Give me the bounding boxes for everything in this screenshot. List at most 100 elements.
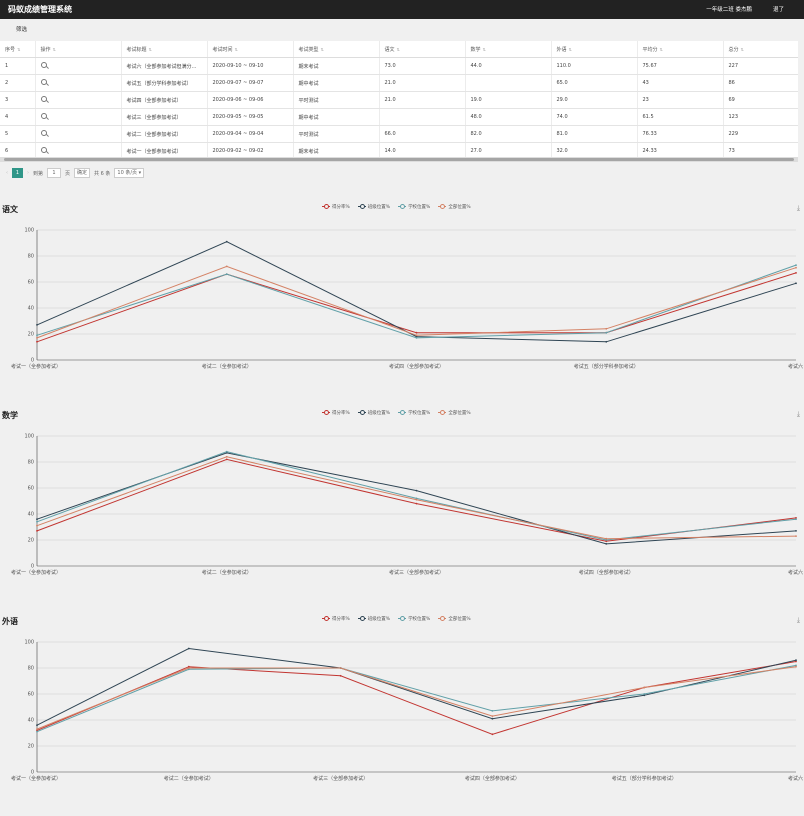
- table-row[interactable]: 5 考试二（全部参加考试） 2020-09-04 ~ 09-04 平时测试 66.0 82…: [0, 125, 798, 143]
- column-header[interactable]: 总分 ⇅: [723, 41, 798, 58]
- data-point: [36, 337, 38, 339]
- data-point: [491, 710, 494, 712]
- y-tick-label: 60: [28, 280, 34, 286]
- column-header[interactable]: 操作 ⇅: [35, 41, 122, 58]
- data-point: [36, 524, 38, 527]
- page-input[interactable]: 1: [47, 168, 62, 178]
- filter-bar: 筛选: [0, 19, 804, 39]
- data-point: [225, 452, 228, 454]
- sort-icon: ⇅: [148, 46, 152, 52]
- legend-item[interactable]: 班级位置%: [357, 204, 390, 210]
- next-page-button[interactable]: ›: [27, 170, 29, 176]
- chart-title: 语文: [2, 205, 18, 214]
- table-cell: 81.0: [551, 125, 638, 143]
- y-tick-label: 100: [24, 434, 34, 440]
- table-cell: 期末考试: [293, 57, 380, 75]
- table-row[interactable]: 2 考试五（部分学科参加考试） 2020-09-07 ~ 09-07 期中考试 21.0…: [0, 74, 798, 92]
- download-icon[interactable]: ⤓: [796, 616, 800, 624]
- data-point: [415, 502, 418, 505]
- table-cell: 86: [723, 74, 798, 92]
- search-icon[interactable]: [40, 79, 47, 85]
- legend-item[interactable]: 全部位置%: [438, 616, 471, 622]
- column-header[interactable]: 数学 ⇅: [465, 41, 552, 58]
- search-icon[interactable]: [40, 62, 47, 68]
- table-cell: 110.0: [551, 57, 638, 75]
- column-header[interactable]: 考试时间 ⇅: [207, 41, 294, 58]
- legend-item[interactable]: 全部位置%: [438, 410, 471, 416]
- table-row[interactable]: 3 考试四（全部参加考试） 2020-09-06 ~ 09-06 平时测试 21.0 19…: [0, 91, 798, 109]
- legend-item[interactable]: 班级位置%: [357, 410, 390, 416]
- legend-item[interactable]: 学校位置%: [398, 204, 430, 210]
- table-row[interactable]: 6 考试一（全部参加考试） 2020-09-02 ~ 09-02 期末考试 14.0 27…: [0, 142, 798, 158]
- chart-legend: 得分率% 班级位置% 学校位置% 全部位置%: [322, 204, 471, 210]
- legend-item[interactable]: 全部位置%: [438, 204, 471, 210]
- x-tick-label: 考试五（部分学科参加考试）: [612, 775, 677, 782]
- data-point: [187, 665, 190, 668]
- scrollbar-thumb[interactable]: [4, 158, 794, 161]
- sort-icon: ⇅: [17, 46, 21, 52]
- search-icon[interactable]: [40, 147, 47, 153]
- data-point: [339, 667, 342, 669]
- column-header[interactable]: 平均分 ⇅: [637, 41, 724, 58]
- column-header[interactable]: 序号 ⇅: [0, 41, 36, 58]
- search-icon[interactable]: [40, 130, 47, 136]
- sort-icon: ⇅: [568, 46, 572, 52]
- prev-page-button[interactable]: ‹: [6, 170, 8, 176]
- table-cell: 考试三（全部参加考试）: [121, 108, 208, 126]
- legend-item[interactable]: 得分率%: [322, 616, 350, 622]
- line-chart-svg: 0 20 40 60 80 100 考试一（全参加考试） 考试二（全参加考试） 考试四（全部参加…: [11, 228, 804, 370]
- legend-item[interactable]: 学校位置%: [398, 410, 430, 416]
- table-cell: 65.0: [551, 74, 638, 92]
- table-cell: 2020-09-10 ~ 09-10: [207, 57, 294, 75]
- table-cell: 4: [0, 108, 36, 126]
- table-row[interactable]: 1 考试六（全部参加考试但满分… 2020-09-10 ~ 09-10 期末考试 73.…: [0, 57, 798, 75]
- search-icon[interactable]: [40, 96, 47, 102]
- column-header[interactable]: 考试标题 ⇅: [121, 41, 208, 58]
- data-point: [795, 517, 797, 519]
- data-point: [36, 729, 38, 732]
- table-row[interactable]: 4 考试三（全部参加考试） 2020-09-05 ~ 09-05 期中考试 48.0 74…: [0, 108, 798, 126]
- data-point: [795, 535, 797, 537]
- column-header[interactable]: 外语 ⇅: [551, 41, 638, 58]
- data-point: [36, 324, 38, 326]
- logout-link[interactable]: 退了: [772, 7, 784, 13]
- y-tick-label: 0: [31, 564, 34, 570]
- table-cell: [465, 74, 552, 92]
- table-cell: 27.0: [465, 142, 552, 158]
- x-tick-label: 考试四（全部参加考试）: [579, 569, 634, 576]
- x-tick-label: 考试三（全部参加考试）: [313, 775, 368, 782]
- x-tick-label: 考试四（全部参加考试）: [389, 363, 444, 370]
- column-header[interactable]: 考试类型 ⇅: [293, 41, 380, 58]
- column-header[interactable]: 语文 ⇅: [379, 41, 466, 58]
- data-point: [415, 497, 418, 500]
- legend-item[interactable]: 班级位置%: [357, 616, 390, 622]
- data-point: [795, 264, 797, 266]
- data-point: [795, 664, 797, 667]
- table-cell: 2020-09-02 ~ 09-02: [207, 142, 294, 158]
- table-cell: 66.0: [379, 125, 466, 143]
- page-size-select[interactable]: 10 条/页 ▾: [114, 168, 145, 178]
- filter-button[interactable]: 筛选: [16, 27, 28, 33]
- current-page-button[interactable]: 1: [12, 168, 23, 178]
- x-tick-label: 考试二（全参加考试）: [164, 775, 214, 782]
- data-point: [415, 337, 418, 339]
- confirm-button[interactable]: 确定: [74, 168, 91, 178]
- data-point: [36, 340, 38, 343]
- series-line: [36, 661, 797, 735]
- exam-table: 序号 ⇅ 操作 ⇅ 考试标题 ⇅ 考试时间 ⇅ 考试类型 ⇅ 语文 ⇅ 数学 ⇅ 外语 ⇅ 平均…: [0, 41, 798, 158]
- table-cell: 44.0: [465, 57, 552, 75]
- view-action-cell: [35, 108, 122, 126]
- y-tick-label: 80: [28, 666, 34, 672]
- download-icon[interactable]: ⤓: [796, 204, 800, 212]
- legend-item[interactable]: 得分率%: [322, 204, 350, 210]
- exam-table-container: 序号 ⇅ 操作 ⇅ 考试标题 ⇅ 考试时间 ⇅ 考试类型 ⇅ 语文 ⇅ 数学 ⇅ 外语 ⇅ 平均…: [0, 41, 798, 158]
- legend-item[interactable]: 得分率%: [322, 410, 350, 416]
- horizontal-scrollbar[interactable]: [0, 157, 798, 162]
- download-icon[interactable]: ⤓: [796, 410, 800, 418]
- search-icon[interactable]: [40, 113, 47, 119]
- data-point: [187, 667, 190, 669]
- data-point: [605, 543, 608, 545]
- legend-item[interactable]: 学校位置%: [398, 616, 430, 622]
- table-cell: 73: [723, 142, 798, 158]
- sort-icon: ⇅: [234, 46, 238, 52]
